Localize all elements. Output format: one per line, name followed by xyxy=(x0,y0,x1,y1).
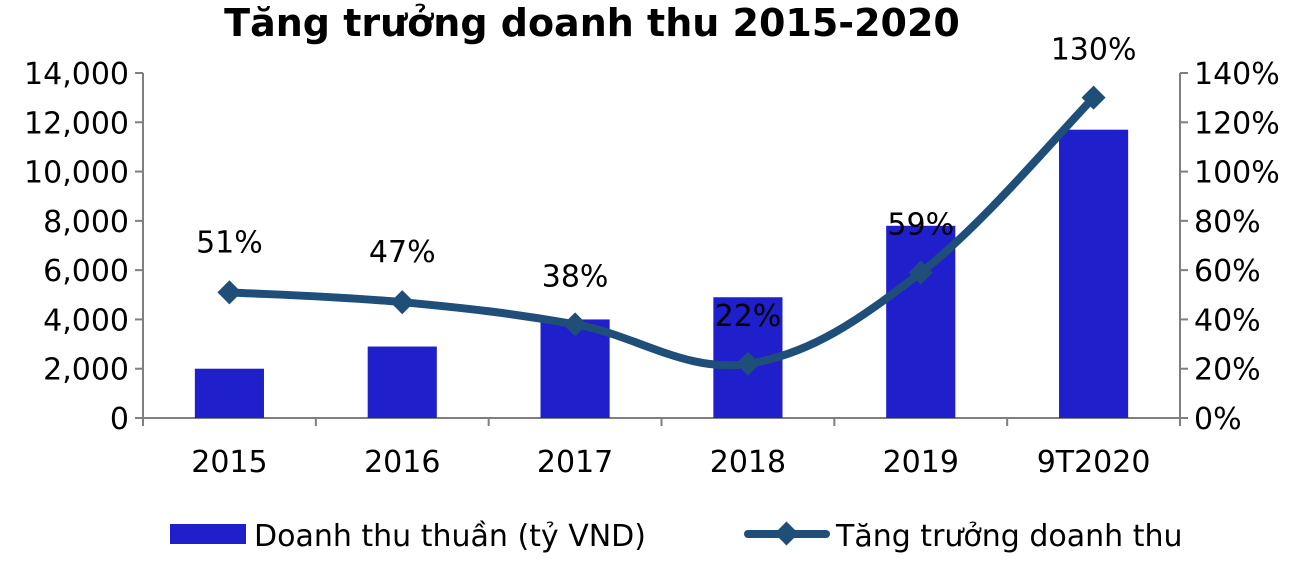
line-data-label: 47% xyxy=(369,235,436,270)
y-left-tick-label: 4,000 xyxy=(43,303,129,338)
line-data-label: 130% xyxy=(1051,33,1137,68)
line-marker xyxy=(1081,85,1106,110)
line-data-label: 51% xyxy=(196,225,263,260)
axes: 0 2,000 4,000 6,000 8,000 10,000 12,000 14,000 0… xyxy=(24,57,1280,480)
y-left-tick-label: 12,000 xyxy=(24,106,129,141)
x-tick-label: 9T2020 xyxy=(1037,445,1151,480)
y-left-tick-label: 8,000 xyxy=(43,205,129,240)
legend: Doanh thu thuần (tỷ VND) Tăng trưởng doa… xyxy=(170,519,1183,554)
y-left-tick-label: 10,000 xyxy=(24,156,129,191)
x-tick-label: 2015 xyxy=(191,445,267,480)
legend-bar-label: Doanh thu thuần (tỷ VND) xyxy=(254,519,646,554)
line-marker xyxy=(217,280,242,305)
bar xyxy=(194,368,264,418)
x-tick-label: 2016 xyxy=(364,445,440,480)
y-right-tick-label: 80% xyxy=(1194,205,1261,240)
y-right-tick-label: 140% xyxy=(1194,57,1280,92)
x-tick-label: 2019 xyxy=(883,445,959,480)
y-left-tick-label: 2,000 xyxy=(43,353,129,388)
data-labels: 51% 47% 38% 22% 59% 130% xyxy=(196,33,1136,334)
bar xyxy=(367,346,437,418)
y-right-tick-label: 100% xyxy=(1194,156,1280,191)
x-tick-label: 2017 xyxy=(537,445,613,480)
y-right-tick-label: 0% xyxy=(1194,402,1242,437)
y-left-tick-label: 14,000 xyxy=(24,57,129,92)
line-series xyxy=(217,85,1106,376)
y-right-tick-label: 120% xyxy=(1194,106,1280,141)
bar-series xyxy=(194,129,1129,418)
y-right-tick-label: 60% xyxy=(1194,254,1261,289)
chart-title: Tăng trưởng doanh thu 2015-2020 xyxy=(224,1,960,45)
y-right-tick-label: 40% xyxy=(1194,303,1261,338)
bar xyxy=(1059,129,1129,418)
line-data-label: 59% xyxy=(887,208,954,243)
x-tick-label: 2018 xyxy=(710,445,786,480)
line-data-label: 38% xyxy=(542,259,609,294)
y-left-tick-label: 6,000 xyxy=(43,254,129,289)
y-right-tick-label: 20% xyxy=(1194,353,1261,388)
growth-line xyxy=(225,93,1098,370)
legend-bar-swatch xyxy=(170,524,246,544)
line-data-label: 22% xyxy=(715,299,782,334)
y-left-tick-label: 0 xyxy=(110,402,129,437)
legend-line-label: Tăng trưởng doanh thu xyxy=(835,519,1183,554)
legend-line-marker xyxy=(774,521,799,546)
line-marker xyxy=(390,290,415,315)
